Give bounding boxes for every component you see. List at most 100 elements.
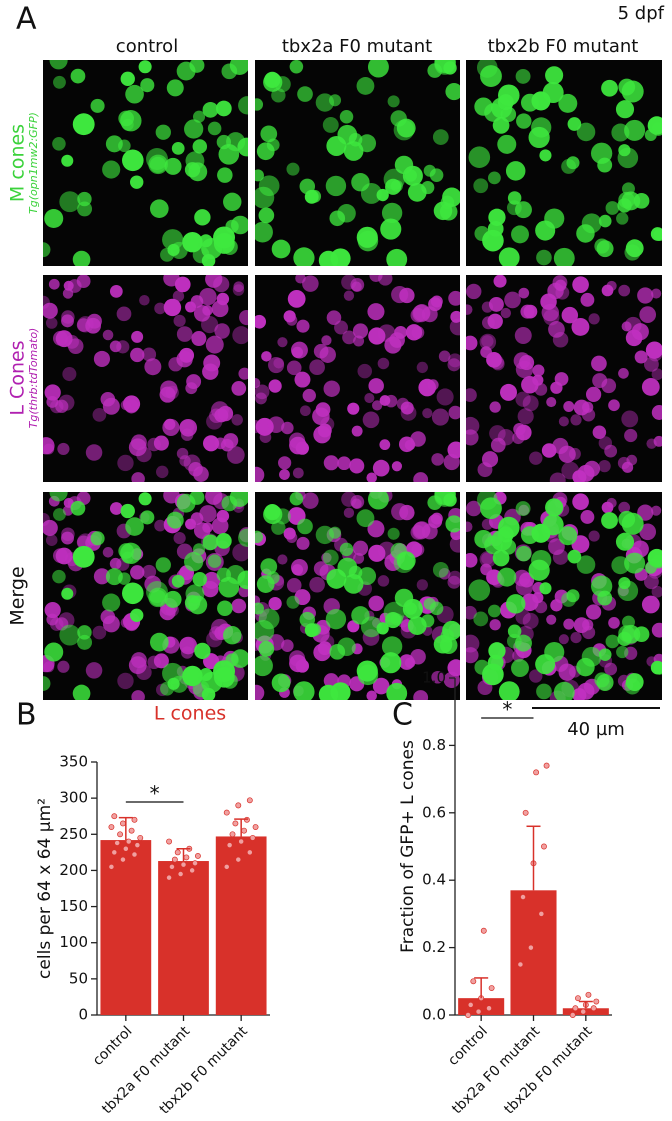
cell — [522, 395, 539, 412]
y-tick-label: 0.8 — [422, 736, 446, 754]
cell — [102, 329, 114, 341]
cell — [651, 288, 662, 299]
cell — [70, 500, 86, 516]
cell — [102, 593, 121, 612]
cell — [176, 447, 189, 460]
data-point — [533, 769, 540, 776]
cell — [633, 192, 650, 209]
cell — [52, 330, 68, 346]
cell — [431, 670, 444, 684]
panel-letter: A — [16, 2, 37, 37]
cell — [624, 552, 646, 574]
cell — [223, 192, 242, 212]
cell — [356, 226, 378, 248]
cell — [349, 458, 365, 474]
cell — [570, 632, 582, 644]
cell — [479, 551, 497, 568]
cell — [45, 317, 58, 329]
cell — [217, 167, 233, 183]
cell — [313, 343, 329, 359]
cell — [449, 535, 460, 553]
cell — [286, 577, 302, 593]
bar — [158, 861, 209, 1015]
cell — [651, 622, 662, 638]
cell — [180, 428, 194, 441]
cell — [641, 595, 660, 614]
cell — [85, 444, 103, 461]
cell — [313, 425, 331, 444]
cell — [58, 612, 75, 629]
cell — [539, 582, 552, 595]
cell — [639, 523, 657, 541]
cell — [217, 405, 234, 422]
cell — [72, 545, 95, 568]
cell — [85, 662, 103, 679]
cell — [608, 399, 620, 412]
cell — [644, 129, 657, 142]
cell — [199, 287, 217, 306]
column-header: tbx2b F0 mutant — [488, 36, 639, 57]
data-point — [569, 1012, 576, 1018]
cell — [394, 588, 414, 608]
cell — [481, 451, 499, 468]
cell — [229, 492, 248, 508]
cell — [552, 332, 569, 348]
cell — [474, 97, 493, 116]
cell — [598, 214, 612, 228]
data-point — [480, 927, 487, 934]
cell — [206, 413, 223, 430]
cell — [476, 492, 498, 510]
cell — [396, 397, 409, 410]
cell — [488, 642, 506, 660]
cell — [202, 101, 219, 118]
cell — [211, 300, 229, 318]
cell — [164, 157, 182, 175]
cell — [443, 493, 457, 507]
cell — [433, 201, 453, 221]
cell — [128, 656, 147, 675]
column-header: tbx2a F0 mutant — [282, 36, 432, 57]
cell — [436, 388, 454, 406]
cell — [549, 472, 566, 482]
cell — [189, 60, 205, 73]
cell — [258, 207, 275, 224]
cell — [302, 388, 316, 403]
cell — [67, 338, 84, 354]
cell — [293, 681, 315, 700]
cell — [330, 682, 351, 700]
cell — [366, 472, 377, 482]
data-point — [572, 1005, 579, 1012]
data-point — [131, 851, 138, 858]
cell — [231, 381, 247, 396]
cell — [558, 634, 569, 645]
cell — [120, 503, 135, 519]
cell — [193, 522, 211, 539]
cell — [308, 189, 322, 203]
cell — [90, 531, 105, 546]
data-point — [517, 961, 524, 968]
micrograph — [255, 275, 460, 482]
cell — [651, 405, 662, 420]
cell — [377, 357, 390, 370]
panel-letter: C — [392, 698, 413, 733]
cell — [342, 330, 356, 345]
cell — [596, 240, 614, 258]
y-tick-label: 300 — [59, 789, 88, 807]
cell — [93, 568, 111, 585]
cell — [558, 93, 578, 113]
cell — [48, 278, 60, 290]
cell — [202, 363, 219, 380]
data-point — [174, 849, 181, 856]
error-bar — [526, 825, 541, 891]
cell — [606, 497, 617, 509]
data-point — [235, 802, 242, 809]
cell — [162, 229, 184, 251]
cell — [624, 316, 642, 334]
cell — [277, 554, 288, 565]
cell — [653, 435, 662, 447]
cell — [128, 438, 147, 457]
cell — [577, 464, 595, 482]
cell — [214, 323, 230, 339]
cell — [448, 405, 460, 420]
